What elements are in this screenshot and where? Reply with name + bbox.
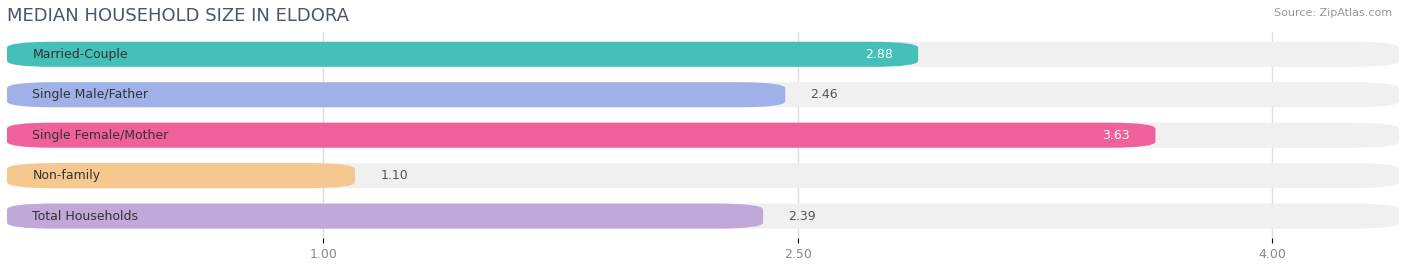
Text: 2.46: 2.46: [811, 88, 838, 101]
FancyBboxPatch shape: [7, 204, 1399, 229]
Text: 2.39: 2.39: [789, 210, 815, 223]
Text: Total Households: Total Households: [32, 210, 138, 223]
FancyBboxPatch shape: [7, 204, 763, 229]
FancyBboxPatch shape: [7, 123, 1399, 148]
Text: 1.10: 1.10: [380, 169, 408, 182]
FancyBboxPatch shape: [7, 42, 918, 67]
Text: 3.63: 3.63: [1102, 129, 1130, 142]
FancyBboxPatch shape: [7, 123, 1156, 148]
Text: Single Male/Father: Single Male/Father: [32, 88, 148, 101]
Text: Source: ZipAtlas.com: Source: ZipAtlas.com: [1274, 8, 1392, 18]
Text: Non-family: Non-family: [32, 169, 100, 182]
Text: Single Female/Mother: Single Female/Mother: [32, 129, 169, 142]
FancyBboxPatch shape: [7, 82, 1399, 107]
Text: 2.88: 2.88: [865, 48, 893, 61]
FancyBboxPatch shape: [7, 163, 1399, 188]
FancyBboxPatch shape: [7, 82, 786, 107]
FancyBboxPatch shape: [7, 163, 354, 188]
Text: Married-Couple: Married-Couple: [32, 48, 128, 61]
FancyBboxPatch shape: [7, 42, 1399, 67]
Text: MEDIAN HOUSEHOLD SIZE IN ELDORA: MEDIAN HOUSEHOLD SIZE IN ELDORA: [7, 7, 349, 25]
